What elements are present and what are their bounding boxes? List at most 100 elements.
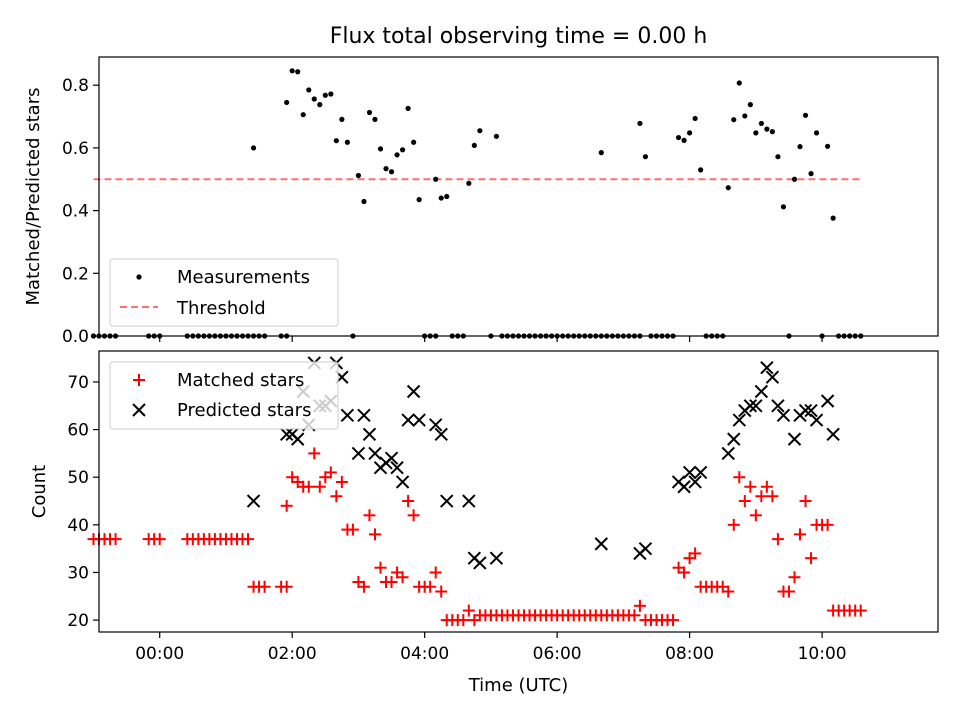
y-tick-label: 70 — [67, 373, 89, 393]
matched-stars-point — [794, 528, 807, 541]
measurement-point — [328, 91, 334, 97]
y-tick-label: 40 — [67, 516, 89, 536]
matched-stars-point — [302, 480, 315, 493]
measurement-point — [830, 215, 836, 221]
predicted-stars-point — [682, 465, 697, 480]
measurement-point — [797, 144, 803, 150]
predicted-stars-point — [721, 446, 735, 461]
measurement-point — [344, 139, 350, 145]
measurement-point — [725, 185, 731, 191]
measurement-point — [295, 69, 301, 75]
measurement-point — [471, 142, 477, 149]
predicted-stars-point — [638, 541, 653, 556]
predicted-stars-point — [406, 384, 421, 399]
measurement-point — [775, 154, 781, 160]
legend-marker-matched-stars — [133, 374, 145, 386]
predicted-stars-point — [428, 418, 443, 432]
matched-stars-point — [429, 566, 442, 579]
predicted-stars-point — [362, 427, 377, 442]
bottom-marks — [87, 356, 867, 627]
matched-stars-point — [407, 509, 420, 522]
top-panel: 0.00.20.40.60.8 Matched/Predicted stars … — [23, 56, 939, 347]
measurement-point — [493, 133, 500, 139]
predicted-stars-point — [776, 408, 791, 423]
measurement-point — [311, 96, 317, 102]
predicted-stars-point — [291, 432, 305, 446]
measurement-point — [598, 150, 604, 156]
matched-stars-point — [854, 604, 867, 617]
measurement-point — [300, 112, 306, 118]
x-tick-label: 06:00 — [533, 644, 582, 664]
x-tick-label: 04:00 — [400, 644, 449, 664]
matched-stars-point — [330, 490, 343, 503]
y-tick-label: 30 — [67, 563, 89, 583]
measurement-point — [399, 147, 406, 153]
measurement-point — [339, 116, 345, 122]
matched-stars-point — [667, 614, 680, 627]
bottom-legend-box — [109, 361, 339, 430]
measurement-point — [366, 109, 373, 116]
measurement-point — [289, 68, 295, 74]
matched-stars-point — [258, 580, 271, 593]
legend-label-threshold: Threshold — [176, 298, 266, 319]
y-tick-label: 0.2 — [62, 264, 89, 284]
y-tick-label: 0.6 — [62, 139, 89, 159]
measurement-point — [405, 105, 411, 112]
x-tick-label: 08:00 — [665, 644, 714, 664]
matched-stars-point — [368, 528, 381, 541]
predicted-stars-point — [826, 427, 840, 442]
measurement-point — [692, 115, 698, 122]
top-y-ticks: 0.0 0.2 0.4 0.6 0.8 — [62, 76, 99, 347]
matched-stars-point — [402, 495, 415, 508]
predicted-stars-point — [246, 494, 261, 508]
measurement-point — [791, 176, 798, 182]
measurement-point — [477, 128, 483, 134]
measurement-point — [731, 117, 737, 123]
matched-stars-point — [760, 480, 773, 493]
matched-stars-point — [628, 609, 641, 622]
y-tick-label: 0.4 — [62, 202, 89, 222]
legend-label-matched-stars: Matched stars — [177, 370, 304, 391]
predicted-stars-point — [760, 360, 774, 375]
predicted-stars-point — [489, 551, 504, 565]
predicted-stars-point — [765, 370, 780, 384]
matched-stars-point — [678, 566, 691, 579]
measurement-point — [438, 195, 444, 201]
matched-stars-point — [821, 518, 834, 531]
matched-stars-point — [346, 523, 359, 536]
measurement-point — [317, 102, 323, 108]
measurement-point — [681, 137, 687, 143]
matched-stars-point — [788, 571, 801, 584]
matched-stars-point — [727, 518, 740, 531]
x-tick-label: 10:00 — [798, 644, 847, 664]
top-x-ticks — [159, 336, 823, 342]
matched-stars-point — [771, 533, 784, 546]
measurement-point — [736, 80, 742, 86]
predicted-stars-point — [462, 494, 476, 508]
measurement-point — [433, 176, 439, 182]
measurement-point — [825, 143, 831, 149]
predicted-stars-point — [798, 403, 813, 418]
predicted-stars-point — [434, 427, 448, 442]
matched-stars-point — [313, 480, 326, 493]
matched-stars-point — [457, 614, 470, 627]
predicted-stars-point — [804, 403, 818, 418]
measurement-point — [742, 113, 748, 119]
measurement-point — [444, 193, 450, 200]
matched-stars-point — [308, 447, 321, 460]
bottom-legend: Matched stars Predicted stars — [109, 361, 339, 430]
measurement-point — [780, 204, 787, 210]
measurement-point — [747, 102, 753, 108]
matched-stars-point — [374, 561, 387, 574]
x-tick-label: 02:00 — [268, 644, 317, 664]
measurement-point — [769, 129, 776, 135]
matched-stars-point — [396, 571, 409, 584]
measurement-point — [383, 166, 389, 172]
measurement-point — [808, 171, 814, 177]
measurement-point — [411, 139, 417, 145]
predicted-stars-point — [754, 384, 769, 399]
predicted-stars-point — [677, 480, 691, 494]
matched-stars-point — [799, 495, 812, 508]
bottom-panel: 20 30 40 50 60 70 00:00 02:00 04:00 06:00 08:00 10… — [29, 350, 939, 696]
top-y-axis-label: Matched/Predicted stars — [23, 88, 44, 306]
